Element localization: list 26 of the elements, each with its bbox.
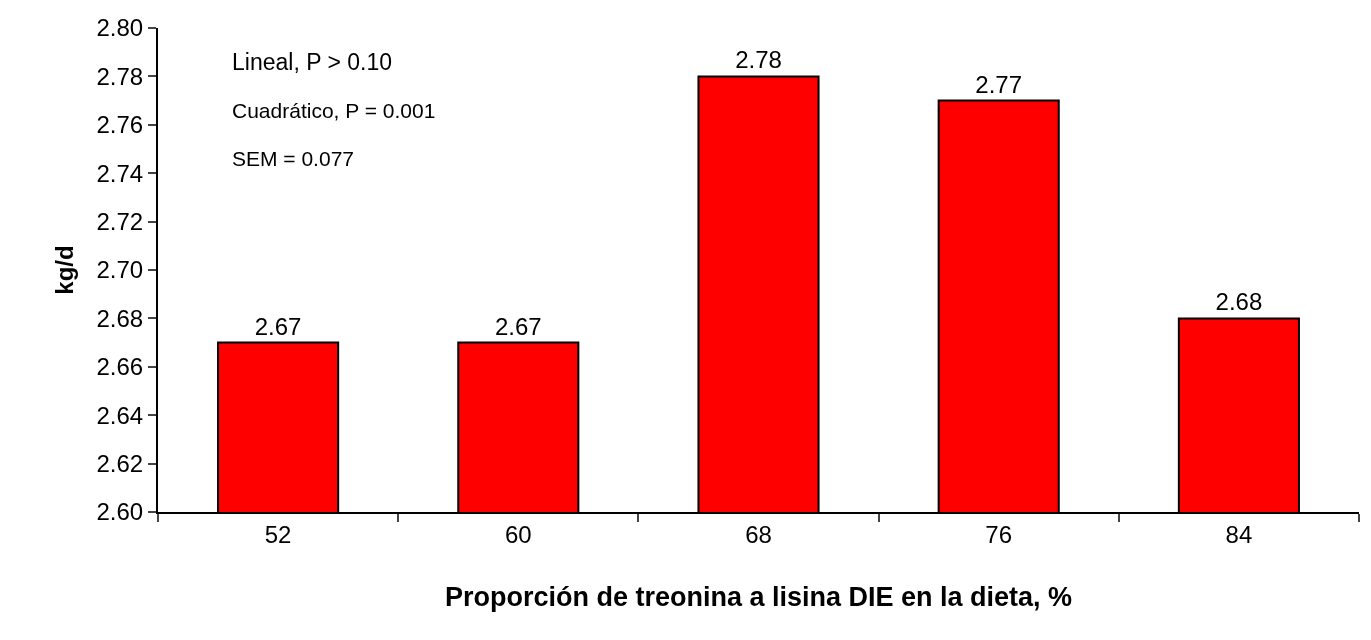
text: 2.60 xyxy=(96,498,144,526)
text: 2.78 xyxy=(96,62,144,90)
annotation: Cuadrático, P = 0.001 xyxy=(232,99,436,122)
data-label: 2.68 xyxy=(1215,288,1263,316)
annotation: SEM = 0.077 xyxy=(232,147,354,170)
data-label: 2.67 xyxy=(254,312,302,340)
annotation: Lineal, P > 0.10 xyxy=(232,49,393,75)
x-tick-label: 60 xyxy=(504,520,532,548)
text: 2.66 xyxy=(96,353,144,381)
text: 2.80 xyxy=(96,14,144,42)
data-label: 2.78 xyxy=(735,46,782,74)
x-axis-title: Proporción de treonina a lisina DIE en la dieta, % xyxy=(444,581,1073,612)
text: 2.74 xyxy=(96,159,144,187)
x-tick-label: 52 xyxy=(264,520,292,548)
text: 2.68 xyxy=(96,304,144,332)
y-axis-title: kg/d xyxy=(51,245,79,295)
x-tick-label: 76 xyxy=(985,520,1013,548)
text: 2.64 xyxy=(96,401,144,429)
text: 2.76 xyxy=(96,111,144,139)
data-label: 2.77 xyxy=(975,70,1023,98)
x-tick-label: 68 xyxy=(745,520,772,548)
text: 2.70 xyxy=(96,256,144,284)
data-label: 2.67 xyxy=(494,312,542,340)
text: 2.72 xyxy=(96,208,144,235)
x-tick-label: 84 xyxy=(1225,520,1253,548)
text: 2.62 xyxy=(96,450,144,477)
